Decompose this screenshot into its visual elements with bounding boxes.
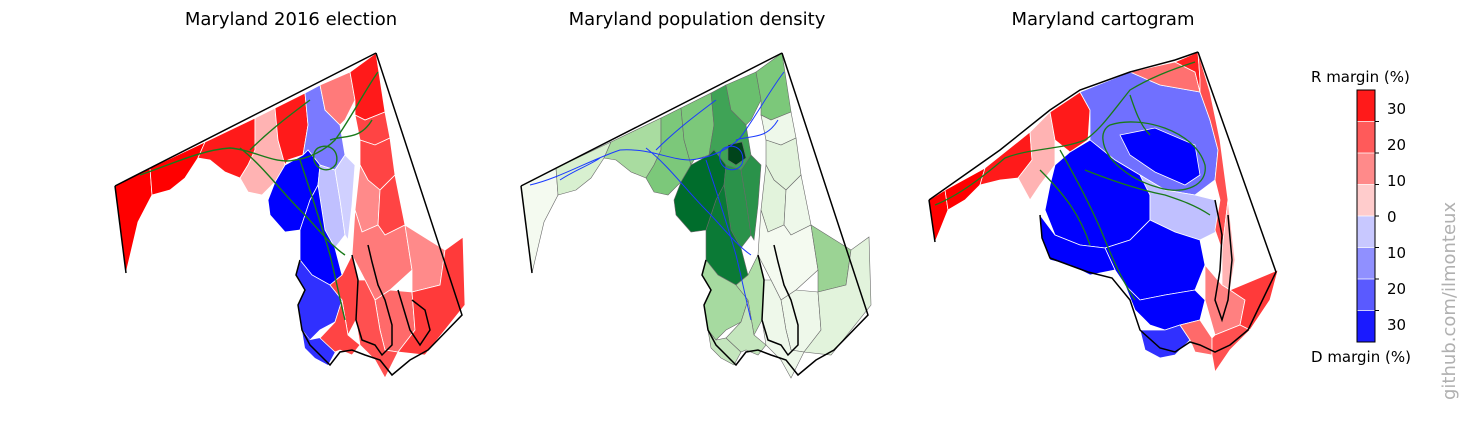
county-anne-arundel xyxy=(334,154,356,242)
dc-beltway xyxy=(313,145,338,171)
colorbar-bin xyxy=(1357,310,1375,343)
state-outline-north xyxy=(114,52,377,187)
colorbar-tick-label: 30 xyxy=(1387,316,1407,334)
carto-howard xyxy=(1139,173,1221,241)
density-allegany xyxy=(555,141,612,196)
colorbar-bin xyxy=(1357,90,1375,122)
colorbar-bin xyxy=(1357,216,1375,248)
state-outline-west xyxy=(114,185,127,274)
cartogram-map-title: Maryland cartogram xyxy=(1011,9,1195,30)
colorbar-bin xyxy=(1357,184,1375,217)
colorbar xyxy=(1356,89,1379,343)
colorbar-tick-label: 20 xyxy=(1387,280,1407,298)
carto-highways xyxy=(934,61,1211,301)
carto-eastern-shore-upper xyxy=(1197,51,1229,251)
density-shoreline xyxy=(701,52,869,377)
carto-baltimore-city xyxy=(1119,127,1201,186)
density-st-marys xyxy=(725,299,767,356)
density-charles-tip xyxy=(707,328,742,366)
county-worcester xyxy=(397,236,466,356)
election-map-title: Maryland 2016 election xyxy=(184,9,398,30)
colorbar-tick-label: 0 xyxy=(1387,208,1397,226)
chesapeake-shoreline xyxy=(295,52,463,377)
carto-shoreline xyxy=(1039,51,1277,353)
county-wicomico xyxy=(404,224,446,293)
carto-outline-north xyxy=(928,51,1199,201)
county-lower-shore xyxy=(355,279,399,379)
carto-charles-tip xyxy=(1139,324,1191,359)
colorbar-tick-label: 20 xyxy=(1387,136,1407,154)
density-wicomico xyxy=(810,224,852,293)
carto-beltway xyxy=(1102,121,1206,191)
colorbar-top-label: R margin (%) xyxy=(1311,68,1410,86)
colorbar-bin xyxy=(1357,279,1375,311)
carto-prince-georges xyxy=(1104,219,1206,301)
colorbar-bin xyxy=(1357,247,1375,280)
election-map xyxy=(114,52,466,379)
density-lower-shore xyxy=(761,279,805,379)
highway-network xyxy=(139,71,379,321)
carto-outline-west xyxy=(928,199,936,243)
watermark-text: github.com/ilmonteux xyxy=(1439,201,1459,400)
bay-inner-line xyxy=(351,244,393,357)
colorbar-bottom-label: D margin (%) xyxy=(1311,348,1411,366)
density-anne-arundel xyxy=(740,154,762,241)
density-baltimore-city xyxy=(727,141,747,166)
density-beltway xyxy=(719,145,744,171)
county-st-marys xyxy=(319,299,361,356)
bay-inner-line-2 xyxy=(397,289,431,347)
density-outline-north xyxy=(520,52,783,187)
colorbar-bin xyxy=(1357,153,1375,185)
colorbar-tick-label: 10 xyxy=(1387,172,1407,190)
colorbar-tick-label: 10 xyxy=(1387,244,1407,262)
density-outline-west xyxy=(520,185,533,274)
watermark: github.com/ilmonteux xyxy=(1375,160,1459,400)
density-bay-inner xyxy=(757,244,799,357)
carto-bay-inner xyxy=(1214,199,1233,323)
density-worcester xyxy=(803,236,872,356)
density-roads xyxy=(529,71,785,321)
cartogram-map xyxy=(928,51,1279,374)
density-map xyxy=(520,52,872,379)
colorbar-bin xyxy=(1357,121,1375,154)
carto-carroll xyxy=(1049,91,1091,153)
county-charles-tip xyxy=(302,330,335,365)
colorbar-tick-label: 30 xyxy=(1387,100,1407,118)
density-map-title: Maryland population density xyxy=(568,9,826,30)
